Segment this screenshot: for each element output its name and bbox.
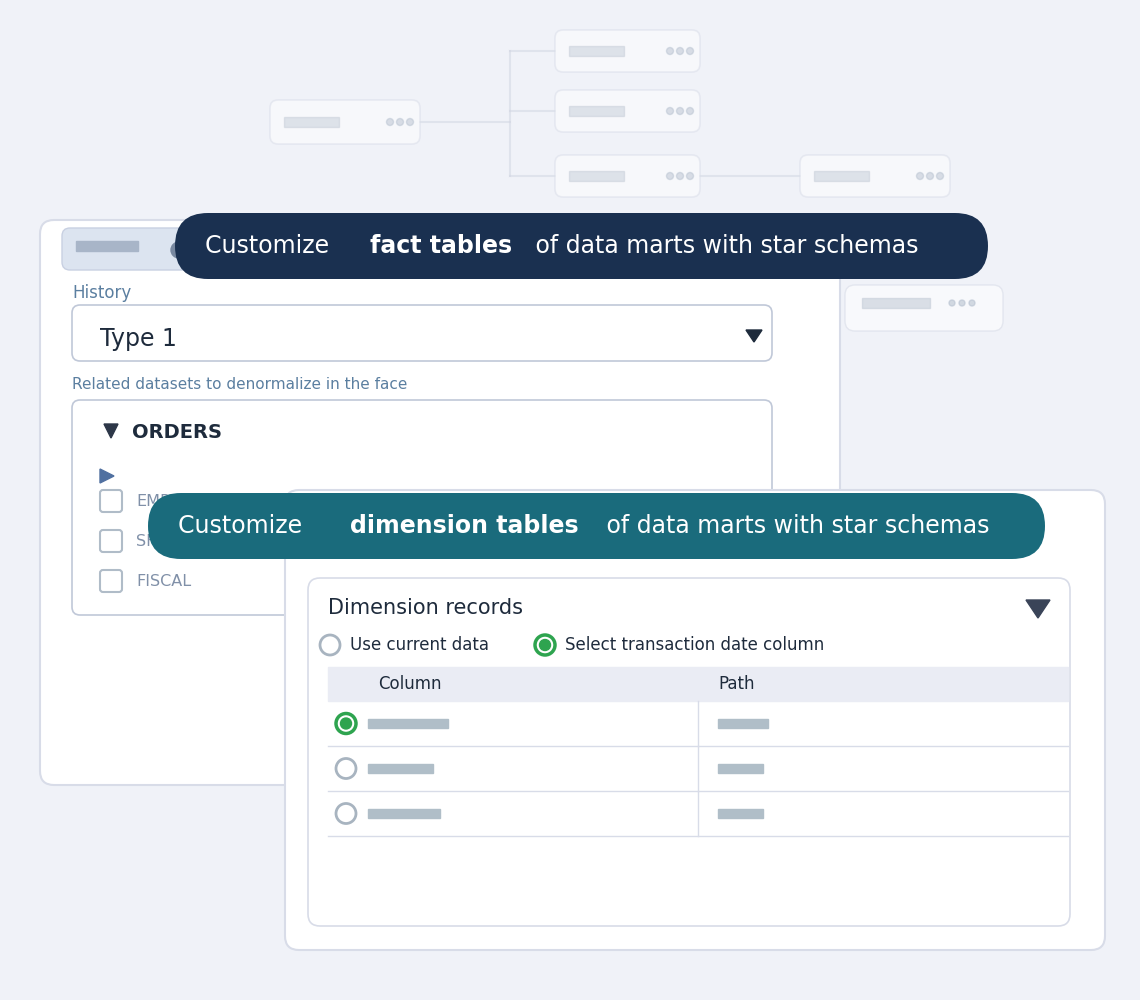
FancyBboxPatch shape bbox=[40, 220, 840, 785]
Circle shape bbox=[686, 47, 693, 54]
Bar bbox=[718, 808, 763, 818]
Polygon shape bbox=[100, 469, 114, 483]
Circle shape bbox=[686, 107, 693, 114]
Text: dimension tables: dimension tables bbox=[350, 514, 579, 538]
Text: SHIPPE: SHIPPE bbox=[136, 534, 193, 550]
FancyBboxPatch shape bbox=[555, 30, 700, 72]
FancyBboxPatch shape bbox=[100, 530, 122, 552]
FancyBboxPatch shape bbox=[270, 100, 420, 144]
Circle shape bbox=[386, 118, 393, 125]
FancyBboxPatch shape bbox=[555, 155, 700, 197]
Bar bbox=[284, 117, 339, 127]
Circle shape bbox=[171, 242, 187, 258]
Text: Column: Column bbox=[378, 675, 441, 693]
FancyBboxPatch shape bbox=[100, 570, 122, 592]
FancyBboxPatch shape bbox=[800, 155, 950, 197]
Bar bbox=[368, 764, 433, 772]
Text: Type 1: Type 1 bbox=[100, 327, 177, 351]
Bar bbox=[328, 667, 1068, 701]
Bar bbox=[569, 171, 624, 181]
Bar bbox=[814, 171, 869, 181]
Text: EMPLO: EMPLO bbox=[136, 494, 190, 510]
FancyBboxPatch shape bbox=[100, 490, 122, 512]
Text: Path: Path bbox=[718, 675, 755, 693]
Circle shape bbox=[948, 300, 955, 306]
Bar bbox=[718, 718, 768, 728]
Circle shape bbox=[686, 172, 693, 180]
Text: FISCAL: FISCAL bbox=[136, 574, 192, 589]
Text: Select transaction date column: Select transaction date column bbox=[565, 636, 824, 654]
Text: of data marts with star schemas: of data marts with star schemas bbox=[528, 234, 919, 258]
FancyBboxPatch shape bbox=[148, 493, 1045, 559]
Text: Dimension records: Dimension records bbox=[328, 598, 523, 618]
FancyBboxPatch shape bbox=[555, 90, 700, 132]
Circle shape bbox=[341, 718, 351, 729]
FancyBboxPatch shape bbox=[62, 228, 242, 270]
FancyBboxPatch shape bbox=[845, 285, 1003, 331]
Text: of data marts with star schemas: of data marts with star schemas bbox=[598, 514, 990, 538]
Bar bbox=[718, 764, 763, 772]
Circle shape bbox=[667, 172, 674, 180]
Bar bbox=[368, 808, 440, 818]
Bar bbox=[862, 298, 930, 308]
Bar bbox=[569, 46, 624, 56]
FancyBboxPatch shape bbox=[72, 305, 772, 361]
Text: fact tables: fact tables bbox=[370, 234, 512, 258]
Polygon shape bbox=[104, 424, 119, 438]
Polygon shape bbox=[1026, 600, 1050, 618]
Text: Customize: Customize bbox=[178, 514, 310, 538]
Text: ORDERS: ORDERS bbox=[132, 422, 222, 442]
FancyBboxPatch shape bbox=[308, 578, 1070, 926]
Circle shape bbox=[969, 300, 975, 306]
Text: Related datasets to denormalize in the face: Related datasets to denormalize in the f… bbox=[72, 377, 407, 392]
Bar bbox=[76, 241, 138, 251]
Circle shape bbox=[407, 118, 414, 125]
Circle shape bbox=[936, 172, 944, 180]
Circle shape bbox=[676, 47, 684, 54]
Text: History: History bbox=[72, 284, 131, 302]
Circle shape bbox=[959, 300, 964, 306]
Circle shape bbox=[927, 172, 934, 180]
Circle shape bbox=[667, 107, 674, 114]
Circle shape bbox=[397, 118, 404, 125]
Bar bbox=[569, 106, 624, 116]
Polygon shape bbox=[746, 330, 762, 342]
Circle shape bbox=[539, 640, 551, 650]
Bar bbox=[368, 718, 448, 728]
FancyBboxPatch shape bbox=[176, 213, 988, 279]
Circle shape bbox=[676, 172, 684, 180]
FancyBboxPatch shape bbox=[72, 400, 772, 615]
FancyBboxPatch shape bbox=[285, 490, 1105, 950]
Text: Use current data: Use current data bbox=[350, 636, 489, 654]
Circle shape bbox=[667, 47, 674, 54]
Circle shape bbox=[917, 172, 923, 180]
Circle shape bbox=[676, 107, 684, 114]
Text: Customize: Customize bbox=[205, 234, 336, 258]
